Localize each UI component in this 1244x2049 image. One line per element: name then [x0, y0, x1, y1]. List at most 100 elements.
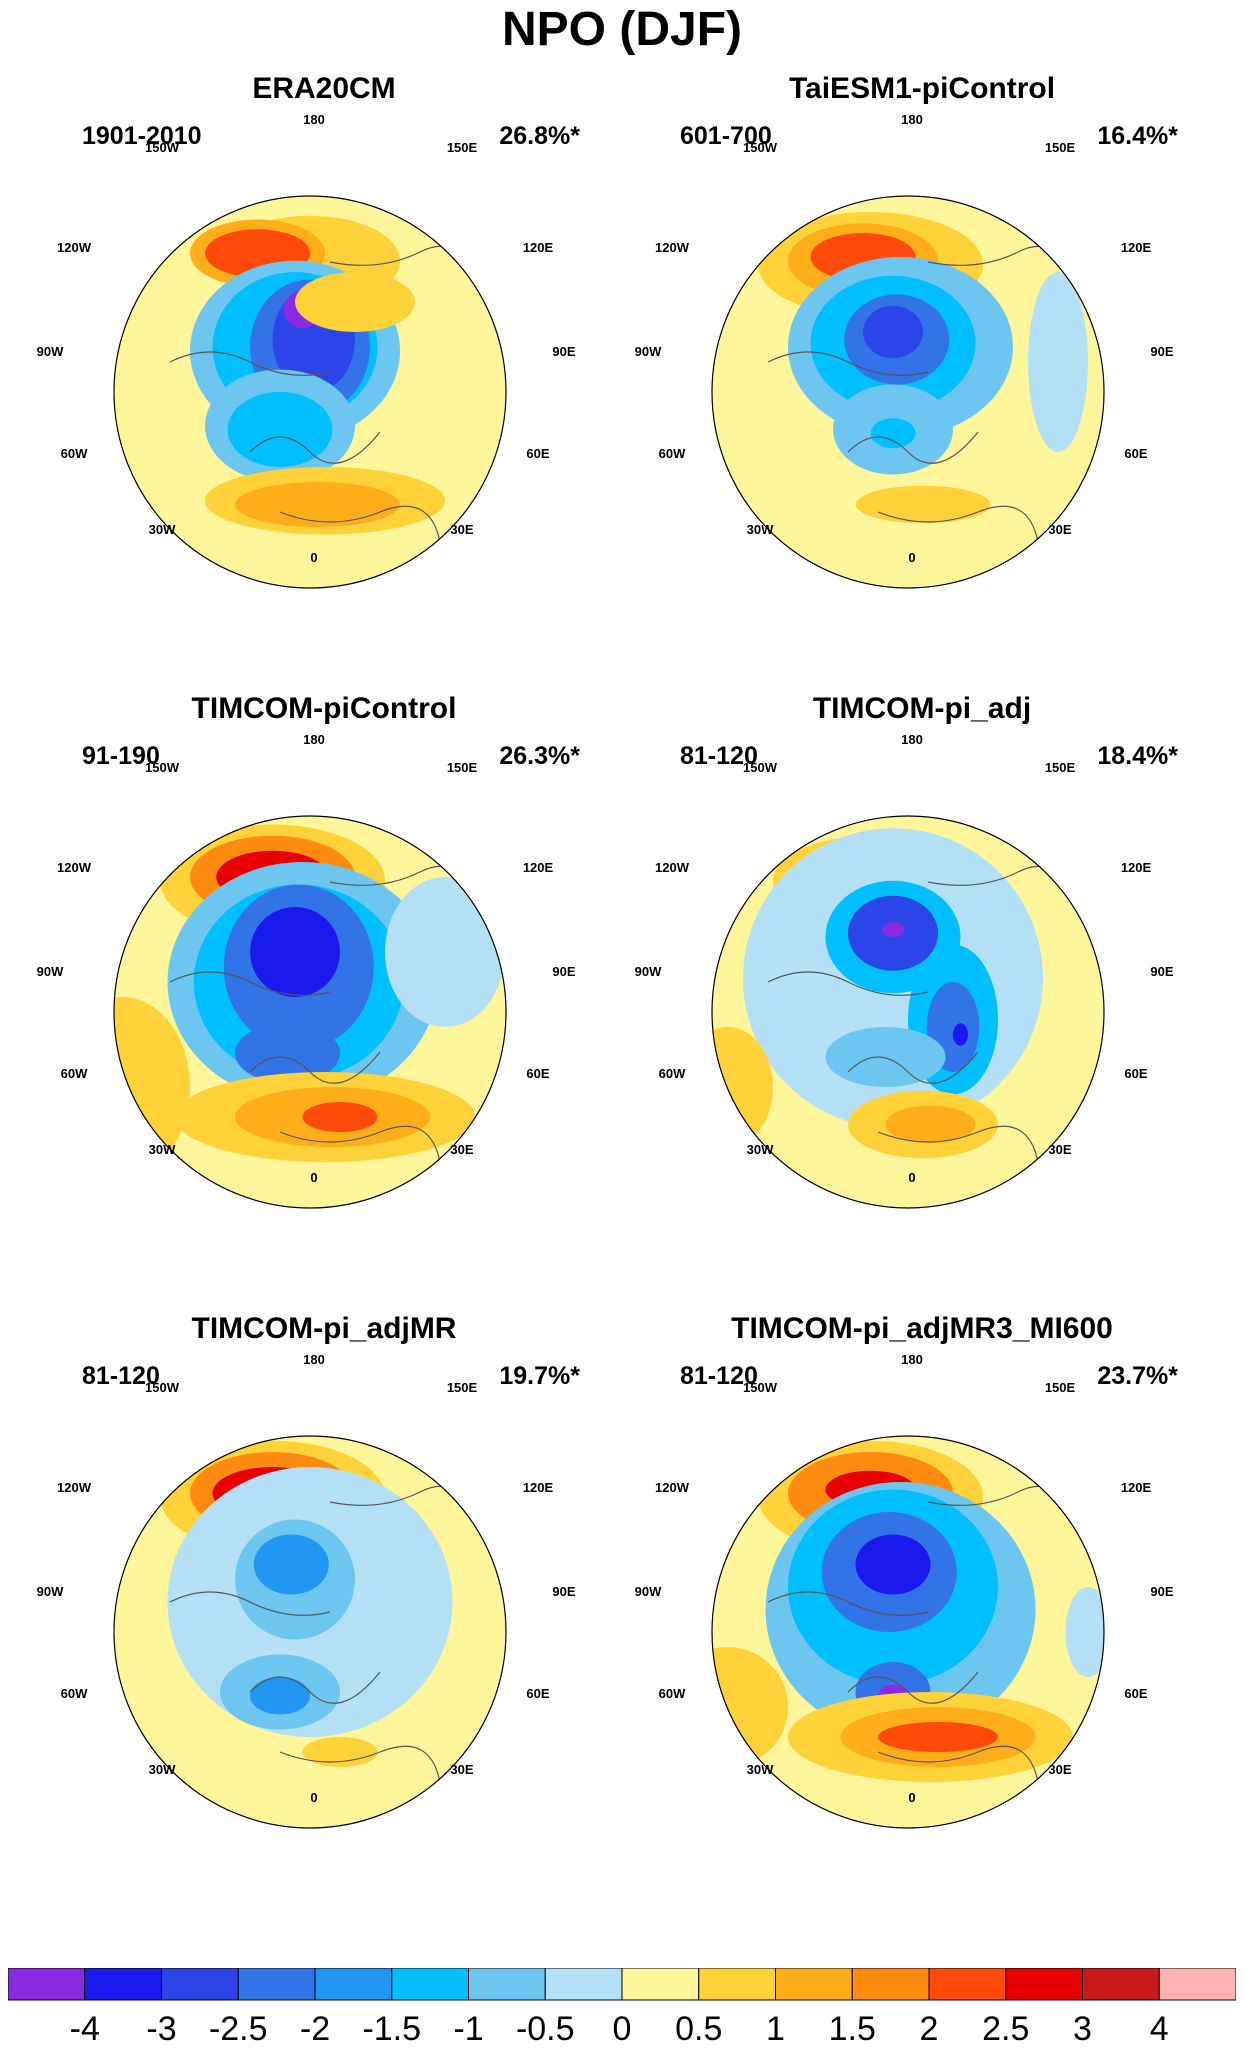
colorbar-tick-label: -4 [69, 2010, 100, 2048]
longitude-label: 150W [743, 140, 778, 155]
field-layer [114, 196, 506, 588]
polar-map: 180 150W 150E 120W 120E 90W 90E 60W 60E 30W 30E 0 [37, 112, 576, 589]
longitude-label: 120E [523, 1480, 554, 1495]
longitude-label: 60W [659, 1066, 686, 1081]
panel-variance: 16.4%* [1097, 122, 1178, 150]
figure-title: NPO (DJF) [502, 3, 742, 56]
colorbar-swatch [544, 1968, 623, 2001]
colorbar-swatch [161, 1968, 239, 2001]
longitude-label: 120E [1121, 860, 1152, 875]
longitude-label: 120W [655, 1480, 690, 1495]
longitude-label: 150E [447, 140, 478, 155]
longitude-label: 120W [57, 240, 92, 255]
panel-title: TaiESM1-piControl [788, 72, 1056, 105]
longitude-label: 60W [61, 1686, 88, 1701]
longitude-label: 0 [310, 1790, 317, 1805]
contour-region [302, 1737, 378, 1767]
contour-region [253, 1534, 329, 1595]
colorbar-swatch [928, 1968, 1007, 2001]
contour-region [712, 1027, 773, 1147]
panel-variance: 19.7%* [499, 1362, 580, 1390]
longitude-label: 60E [1124, 446, 1147, 461]
colorbar-tick-label: -1 [453, 2010, 484, 2048]
contour-region [885, 1105, 976, 1144]
polar-map: 180 150W 150E 120W 120E 90W 90E 60W 60E 30W 30E 0 [635, 732, 1174, 1209]
coastline [767, 971, 929, 996]
longitude-label: 30W [149, 1142, 176, 1157]
colorbar-swatch [621, 1968, 700, 2001]
longitude-label: 30W [149, 522, 176, 537]
contour-region [250, 1677, 310, 1715]
longitude-label: 0 [310, 1170, 317, 1185]
panel-title: TIMCOM-pi_adj [812, 692, 1032, 725]
coastline [877, 1745, 1039, 1783]
contour-region [863, 305, 923, 359]
longitude-label: 90W [37, 964, 64, 979]
longitude-label: 0 [908, 1790, 915, 1805]
longitude-label: 90E [1150, 964, 1173, 979]
map-panel-timcom-pi-adjmr3-mi600: TIMCOM-pi_adjMR3_MI600 81-120 23.7%* 180… [612, 1312, 1232, 1932]
longitude-label: 180 [901, 732, 923, 747]
longitude-label: 90E [552, 1584, 575, 1599]
panel-variance: 18.4%* [1097, 742, 1178, 770]
panel-period: 81-120 [82, 1362, 160, 1390]
longitude-label: 150W [145, 140, 180, 155]
longitude-label: 150W [743, 760, 778, 775]
panel-period: 601-700 [680, 122, 772, 150]
coastline [169, 1591, 331, 1616]
panel-period: 91-190 [82, 742, 160, 770]
colorbar-tick-label: 2 [919, 2010, 939, 2048]
field-layer [712, 196, 1104, 588]
contour-region [712, 1647, 788, 1767]
longitude-label: 60E [1124, 1066, 1147, 1081]
longitude-label: 0 [310, 550, 317, 565]
longitude-label: 180 [901, 1352, 923, 1367]
coastline [847, 1051, 979, 1084]
coastline [249, 431, 381, 464]
coastline [169, 351, 331, 376]
colorbar-tick-label: -1.5 [362, 2010, 422, 2048]
longitude-label: 120E [523, 240, 554, 255]
longitude-label: 30E [1048, 1142, 1071, 1157]
contour-region [953, 1023, 968, 1046]
longitude-label: 90W [635, 344, 662, 359]
contour-region [870, 418, 916, 449]
longitude-label: 120E [1121, 1480, 1152, 1495]
coastline [249, 1671, 381, 1704]
map-panel-taiesm1-picontrol: TaiESM1-piControl 601-700 16.4%* 180 150W… [612, 72, 1232, 692]
coastline [877, 505, 1039, 543]
colorbar-swatch [1158, 1968, 1236, 2001]
longitude-label: 150W [743, 1380, 778, 1395]
contour-region [295, 272, 415, 332]
longitude-label: 90W [635, 1584, 662, 1599]
longitude-label: 30W [747, 522, 774, 537]
colorbar-swatch [314, 1968, 393, 2001]
longitude-label: 60W [61, 1066, 88, 1081]
longitude-label: 150E [447, 1380, 478, 1395]
map-panel-timcom-pi-adj: TIMCOM-pi_adj 81-120 18.4%* 180 150W 150E 1… [612, 692, 1232, 1312]
coastline [767, 351, 929, 376]
map-boundary [711, 195, 1105, 589]
longitude-label: 120W [655, 860, 690, 875]
longitude-label: 90E [552, 964, 575, 979]
coastline [279, 1125, 441, 1163]
longitude-label: 90E [1150, 344, 1173, 359]
colorbar-tick-label: -3 [146, 2010, 177, 2048]
panel-title: ERA20CM [252, 72, 396, 105]
coastline [847, 431, 979, 464]
longitude-label: 0 [908, 1170, 915, 1185]
longitude-label: 150W [145, 760, 180, 775]
colorbar-swatch [391, 1968, 469, 2001]
longitude-label: 90W [37, 344, 64, 359]
longitude-label: 120W [655, 240, 690, 255]
longitude-label: 60E [1124, 1686, 1147, 1701]
contour-region [250, 907, 340, 997]
longitude-label: 90W [37, 1584, 64, 1599]
colorbar-tick-label: -2.5 [208, 2010, 268, 2048]
longitude-label: 60E [526, 446, 549, 461]
contour-region [114, 1692, 130, 1752]
map-panel-era20cm: ERA20CM 1901-2010 26.8%* 180 150W 150E 120W… [14, 72, 634, 692]
coastline [877, 1125, 1039, 1163]
longitude-label: 60W [659, 446, 686, 461]
longitude-label: 150E [1045, 760, 1076, 775]
